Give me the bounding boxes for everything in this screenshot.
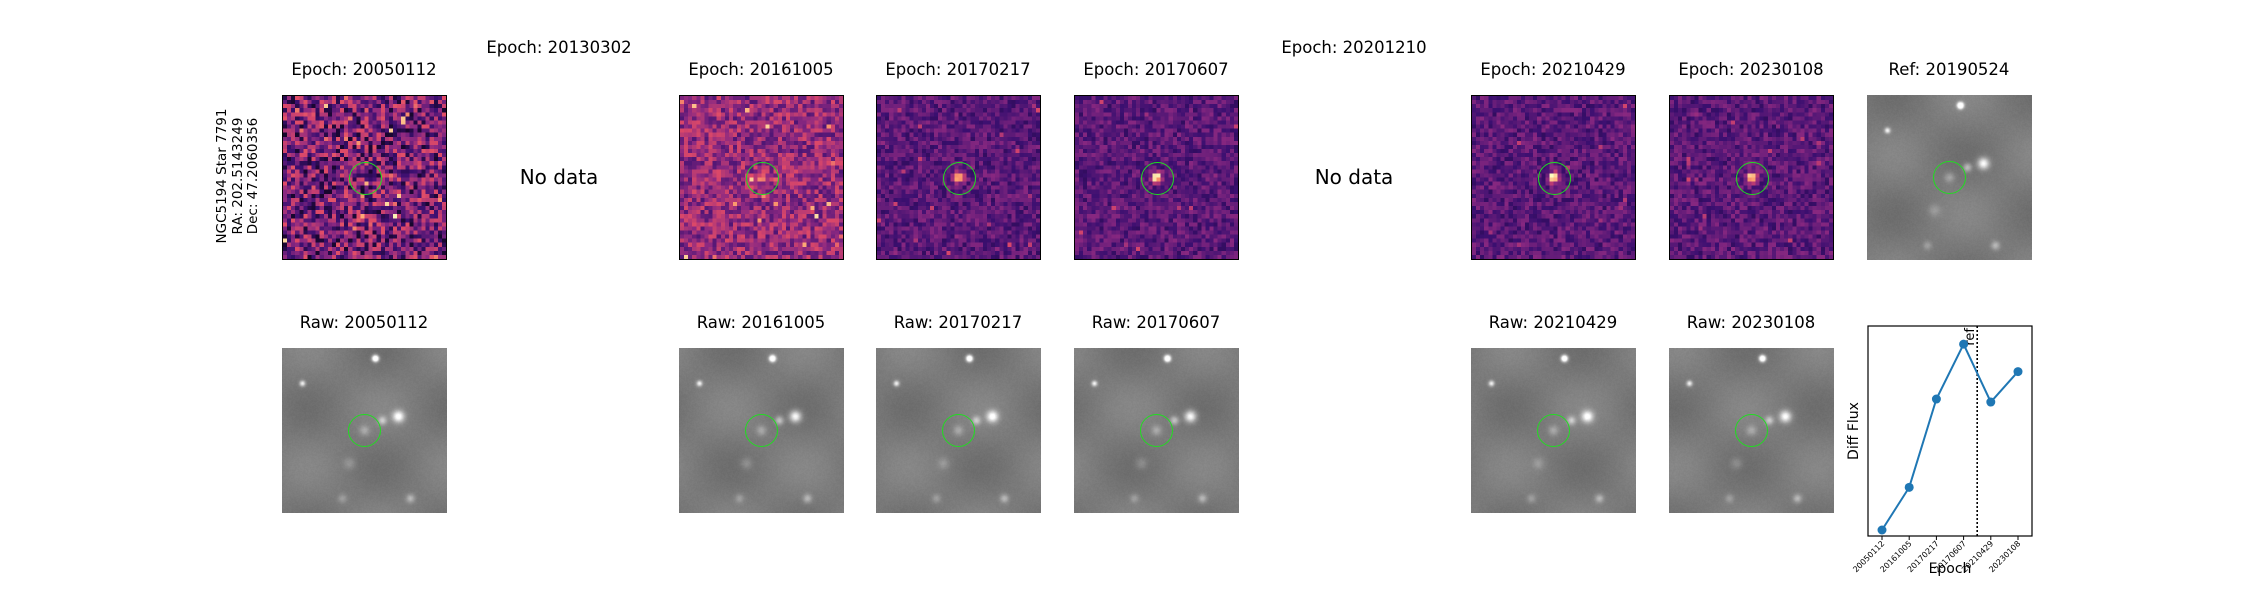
- target-circle: [1140, 414, 1173, 447]
- panel-title: Ref: 20190524: [1888, 60, 2010, 79]
- panel-title: Epoch: 20230108: [1678, 60, 1824, 79]
- difference-image: [282, 95, 447, 260]
- target-circle: [1933, 161, 1966, 194]
- target-circle: [746, 162, 779, 195]
- data-point: [1931, 394, 1941, 404]
- raw-image: [876, 348, 1041, 513]
- panel-title: Epoch: 20201210: [1281, 38, 1427, 57]
- difference-image: [679, 95, 844, 260]
- data-point: [2013, 367, 2023, 377]
- panel-title: Epoch: 20170607: [1083, 60, 1229, 79]
- target-circle: [1538, 162, 1571, 195]
- panel-title: Epoch: 20210429: [1480, 60, 1626, 79]
- panel-title: Epoch: 20130302: [486, 38, 632, 57]
- reference-image: [1867, 95, 2032, 260]
- plot-frame: [1867, 325, 2033, 537]
- difference-image: [1074, 95, 1239, 260]
- target-circle: [943, 162, 976, 195]
- raw-image: [1471, 348, 1636, 513]
- raw-image: [1669, 348, 1834, 513]
- panel-title: Epoch: 20170217: [885, 60, 1031, 79]
- y-axis-label: Diff Flux: [1846, 402, 1862, 460]
- target-circle: [348, 414, 381, 447]
- target-circle: [349, 162, 382, 195]
- target-circle: [1736, 162, 1769, 195]
- star-ra: RA: 202.5143249: [229, 117, 246, 235]
- no-data-text: No data: [1314, 165, 1394, 189]
- target-circle: [1537, 414, 1570, 447]
- star-dec: Dec: 47.2060356: [244, 117, 261, 235]
- star-info-label: NGC5194 Star 7791 RA: 202.5143249 Dec: 4…: [213, 108, 262, 244]
- raw-panel-title: Raw: 20161005: [696, 313, 826, 332]
- panel-title: Epoch: 20161005: [688, 60, 834, 79]
- data-point: [1986, 397, 1996, 407]
- raw-panel-title: Raw: 20230108: [1686, 313, 1816, 332]
- panel-title: Epoch: 20050112: [291, 60, 437, 79]
- target-circle: [942, 414, 975, 447]
- raw-image: [282, 348, 447, 513]
- x-axis-label: Epoch: [1929, 561, 1972, 577]
- raw-image: [679, 348, 844, 513]
- raw-image: [1074, 348, 1239, 513]
- raw-panel-title: Raw: 20170217: [893, 313, 1023, 332]
- light-curve-chart: ref2005011220161005201702172017060720210…: [1846, 325, 2033, 577]
- raw-panel-title: Raw: 20170607: [1091, 313, 1221, 332]
- star-name: NGC5194 Star 7791: [213, 108, 230, 244]
- target-circle: [1141, 162, 1174, 195]
- series-line: [1881, 341, 2019, 531]
- data-point: [1904, 482, 1914, 492]
- no-data-text: No data: [519, 165, 599, 189]
- raw-panel-title: Raw: 20050112: [299, 313, 429, 332]
- target-circle: [1735, 414, 1768, 447]
- target-circle: [745, 414, 778, 447]
- data-point: [1877, 525, 1887, 535]
- reference-label: ref: [1963, 328, 1978, 346]
- difference-image: [1669, 95, 1834, 260]
- raw-panel-title: Raw: 20210429: [1488, 313, 1618, 332]
- difference-image: [1471, 95, 1636, 260]
- difference-image: [876, 95, 1041, 260]
- data-point: [1959, 339, 1969, 349]
